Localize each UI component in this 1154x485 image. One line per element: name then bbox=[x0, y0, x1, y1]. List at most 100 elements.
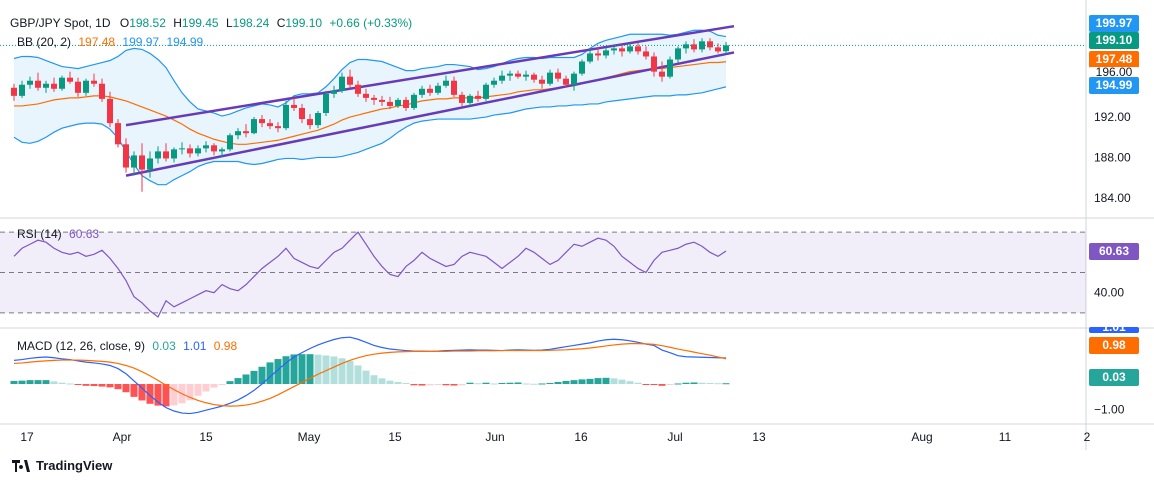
macd-histogram-bar bbox=[314, 354, 322, 384]
candle-body bbox=[675, 48, 681, 60]
macd-histogram-bar bbox=[554, 381, 562, 384]
macd-tick-label: −1.00 bbox=[1094, 403, 1125, 417]
macd-histogram-bar bbox=[138, 384, 146, 401]
macd-histogram-bar bbox=[394, 381, 402, 384]
macd-histogram-bar bbox=[402, 382, 410, 384]
candle-body bbox=[11, 87, 17, 96]
macd-histogram-bar bbox=[154, 384, 162, 406]
candle-body bbox=[579, 61, 585, 74]
macd-hist-value: 0.03 bbox=[152, 339, 176, 353]
candle-body bbox=[187, 148, 193, 154]
macd-histogram-bar bbox=[186, 384, 194, 401]
candle-body bbox=[523, 74, 529, 77]
candle bbox=[211, 143, 217, 156]
date-tick-label: Aug bbox=[911, 430, 932, 444]
candle-body bbox=[507, 73, 513, 76]
macd-histogram-bar bbox=[642, 384, 650, 385]
macd-histogram-bar bbox=[482, 382, 490, 384]
macd-histogram-bar bbox=[242, 374, 250, 384]
candle bbox=[11, 83, 17, 101]
macd-histogram-bar bbox=[546, 382, 554, 384]
candle bbox=[579, 59, 585, 76]
candle-body bbox=[259, 119, 265, 124]
candle-body bbox=[563, 78, 569, 85]
candle bbox=[163, 143, 169, 162]
candle bbox=[235, 128, 241, 140]
candle-body bbox=[651, 56, 657, 72]
bb-lower-tag: 194.99 bbox=[1089, 77, 1139, 94]
candle bbox=[275, 122, 281, 133]
candle-body bbox=[515, 73, 521, 77]
candle-body bbox=[595, 53, 601, 56]
candle-body bbox=[571, 73, 577, 85]
macd-histogram-bar bbox=[386, 380, 394, 384]
candle-body bbox=[219, 149, 225, 152]
candle-body bbox=[115, 123, 121, 145]
symbol-label[interactable]: GBP/JPY Spot, 1D bbox=[10, 16, 111, 30]
candle bbox=[443, 75, 449, 88]
macd-histogram-bar bbox=[410, 384, 418, 386]
close-value: 199.10 bbox=[285, 16, 323, 30]
legend-bb: BB (20, 2) 197.48 199.97 194.99 bbox=[17, 35, 203, 49]
candle-body bbox=[547, 72, 553, 84]
candle bbox=[115, 119, 121, 148]
macd-histogram-bar bbox=[122, 384, 130, 393]
tradingview-logo[interactable]: TradingView bbox=[12, 458, 112, 473]
bb-upper-value: 199.97 bbox=[122, 35, 160, 49]
macd-histogram-bar bbox=[498, 382, 506, 384]
candle-body bbox=[43, 83, 49, 88]
close-label: C bbox=[276, 16, 286, 30]
candle-body bbox=[451, 80, 457, 95]
candle bbox=[179, 142, 185, 155]
bb-name[interactable]: BB (20, 2) bbox=[17, 35, 72, 49]
rsi-line bbox=[13, 231, 727, 318]
macd-histogram-bar bbox=[10, 380, 18, 384]
price-tick-label: 184.00 bbox=[1094, 191, 1131, 205]
candle bbox=[563, 75, 569, 88]
candle bbox=[707, 38, 713, 51]
price-tick-label: 192.00 bbox=[1094, 110, 1131, 124]
macd-histogram-bar bbox=[594, 378, 602, 384]
macd-histogram-bar bbox=[458, 384, 466, 386]
rsi-name[interactable]: RSI (14) bbox=[17, 227, 62, 241]
candle bbox=[107, 91, 113, 128]
macd-histogram-bar bbox=[90, 384, 98, 387]
bb-lower-value: 194.99 bbox=[166, 35, 204, 49]
candle bbox=[411, 92, 417, 110]
macd-histogram-bar bbox=[290, 354, 298, 384]
date-tick-label: 15 bbox=[388, 430, 402, 444]
bb-upper-tag: 199.97 bbox=[1089, 15, 1139, 32]
macd-histogram-bar bbox=[722, 383, 730, 385]
candle-body bbox=[483, 84, 489, 99]
macd-histogram-bar bbox=[210, 384, 218, 388]
close-price-tag: 199.10 bbox=[1089, 32, 1139, 49]
candle bbox=[283, 100, 289, 131]
partial-tick-label: 196.00 bbox=[1089, 67, 1139, 77]
candle-body bbox=[67, 77, 73, 82]
macd-histogram-bar bbox=[650, 384, 658, 386]
candle bbox=[99, 78, 105, 102]
candle bbox=[507, 70, 513, 81]
candle bbox=[59, 75, 65, 91]
macd-histogram-bar bbox=[714, 383, 722, 385]
candle bbox=[155, 146, 161, 164]
candle bbox=[619, 44, 625, 57]
macd-histogram-bar bbox=[106, 384, 114, 388]
macd-histogram-bar bbox=[306, 354, 314, 384]
candle-body bbox=[443, 80, 449, 86]
macd-name[interactable]: MACD (12, 26, close, 9) bbox=[17, 339, 146, 353]
candle bbox=[387, 96, 393, 109]
candle bbox=[515, 70, 521, 79]
rsi-tick-label: 40.00 bbox=[1094, 286, 1124, 300]
candle-body bbox=[331, 90, 337, 94]
macd-histogram-bar bbox=[354, 365, 362, 384]
candle-body bbox=[379, 99, 385, 102]
candle-body bbox=[611, 48, 617, 51]
macd-histogram-bar bbox=[42, 380, 50, 384]
open-value: 198.52 bbox=[129, 16, 166, 30]
candle bbox=[139, 143, 145, 192]
candle bbox=[171, 147, 177, 163]
candle-body bbox=[491, 80, 497, 85]
rsi-tag: 60.63 bbox=[1089, 243, 1139, 260]
